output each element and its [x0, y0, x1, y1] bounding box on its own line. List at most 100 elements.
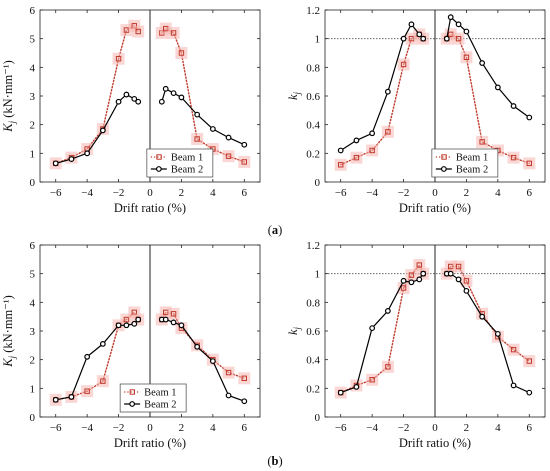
data-point-circle	[209, 126, 216, 132]
marker-halo	[238, 372, 251, 385]
data-point-circle	[443, 35, 450, 42]
marker-halo	[507, 343, 520, 356]
data-point-circle	[447, 270, 454, 277]
x-axis-label: Drift ratio (%)	[399, 201, 471, 215]
data-point-circle	[447, 14, 454, 21]
data-point-square	[225, 369, 232, 376]
y-tick-label: 3	[30, 326, 36, 338]
x-tick-label: 6	[242, 422, 248, 434]
data-point-circle	[400, 277, 407, 284]
data-point-square	[463, 54, 470, 60]
data-point-circle	[84, 353, 91, 360]
x-tick-label: 4	[495, 422, 501, 434]
data-point-square	[526, 358, 532, 364]
caption-a: (a)	[268, 223, 283, 237]
data-point-circle	[194, 111, 201, 118]
chart-panel-4: −6 −4 −2 0 2 4 6 0 0.2 0.4 0.6 0.8 1 1.2 Drift ratio (…	[286, 240, 546, 450]
x-tick-label: −4	[366, 187, 378, 199]
caption-b: (b)	[267, 454, 282, 468]
data-point-circle	[400, 35, 407, 42]
data-point-circle	[225, 392, 232, 399]
data-point-circle	[115, 98, 122, 105]
marker-halo	[222, 366, 235, 379]
y-tick-label: 1.2	[306, 240, 320, 252]
x-tick-label: −6	[335, 187, 347, 199]
data-point-circle	[337, 389, 344, 396]
data-point-circle	[52, 396, 59, 403]
y-tick-label: 6	[30, 240, 36, 252]
data-point-circle	[99, 127, 106, 134]
data-point-square	[455, 263, 462, 270]
data-point-square	[385, 364, 391, 370]
data-point-circle	[178, 322, 185, 329]
data-point-square	[194, 136, 200, 142]
marker-halo	[397, 58, 410, 71]
y-tick-label: 0.2	[306, 383, 320, 395]
y-tick-label: 0	[30, 412, 36, 424]
legend-marker-square	[129, 389, 136, 395]
legend-label: Beam 2	[456, 165, 488, 176]
marker-halo	[167, 307, 180, 320]
legend-marker-square	[441, 154, 447, 160]
data-point-square	[338, 162, 344, 168]
y-tick-label: 0.2	[306, 148, 320, 160]
data-point-circle	[84, 150, 91, 157]
x-tick-label: −2	[113, 187, 125, 199]
x-tick-label: 4	[210, 422, 216, 434]
data-point-square	[178, 50, 185, 56]
y-tick-label: 0	[315, 177, 321, 189]
marker-halo	[460, 51, 473, 64]
marker-halo	[397, 282, 410, 294]
legend-marker-circle	[155, 166, 162, 172]
data-point-circle	[194, 343, 201, 350]
legend-label: Beam 2	[144, 400, 176, 411]
data-point-circle	[353, 384, 360, 390]
y-tick-label: 5	[30, 34, 36, 46]
data-point-circle	[408, 21, 415, 28]
marker-halo	[191, 133, 204, 145]
x-tick-label: 6	[527, 422, 533, 434]
marker-halo	[381, 360, 394, 373]
data-point-circle	[68, 394, 75, 400]
data-point-circle	[52, 160, 59, 167]
y-tick-label: 0.6	[306, 91, 320, 103]
data-point-circle	[209, 358, 216, 365]
data-point-square	[170, 311, 177, 317]
data-point-square	[100, 378, 106, 384]
data-point-circle	[131, 95, 138, 102]
data-point-circle	[158, 98, 165, 105]
x-tick-label: 6	[242, 187, 248, 199]
y-tick-label: 4	[30, 62, 36, 74]
x-tick-label: 0	[432, 187, 438, 199]
marker-halo	[159, 22, 172, 35]
data-point-square	[353, 154, 360, 161]
data-point-circle	[416, 31, 423, 38]
x-tick-label: 6	[527, 187, 533, 199]
y-tick-label: 0.8	[306, 62, 320, 74]
y-axis-label: Kj (kN·mm⁻¹)	[1, 60, 17, 133]
x-axis-label: Drift ratio (%)	[114, 436, 186, 450]
x-tick-label: 0	[432, 422, 438, 434]
legend-marker-circle	[129, 401, 136, 407]
data-point-circle	[384, 88, 391, 95]
marker-halo	[452, 32, 465, 45]
data-point-circle	[494, 330, 501, 337]
data-point-square	[123, 316, 130, 323]
marker-halo	[452, 260, 465, 273]
y-tick-label: 1.2	[306, 5, 320, 17]
data-point-square	[385, 129, 391, 135]
data-point-circle	[162, 85, 169, 92]
marker-halo	[112, 52, 125, 65]
y-axis-label: Kj (kN·mm⁻¹)	[1, 295, 17, 368]
y-tick-label: 5	[30, 269, 36, 281]
marker-halo	[167, 26, 180, 39]
data-point-circle	[135, 98, 142, 105]
data-point-circle	[135, 316, 142, 323]
data-point-circle	[115, 322, 122, 329]
x-tick-label: 0	[147, 422, 153, 434]
series-line-2-pos	[446, 273, 530, 394]
x-tick-label: 2	[464, 422, 470, 434]
data-point-circle	[463, 287, 470, 294]
data-point-circle	[162, 316, 169, 323]
